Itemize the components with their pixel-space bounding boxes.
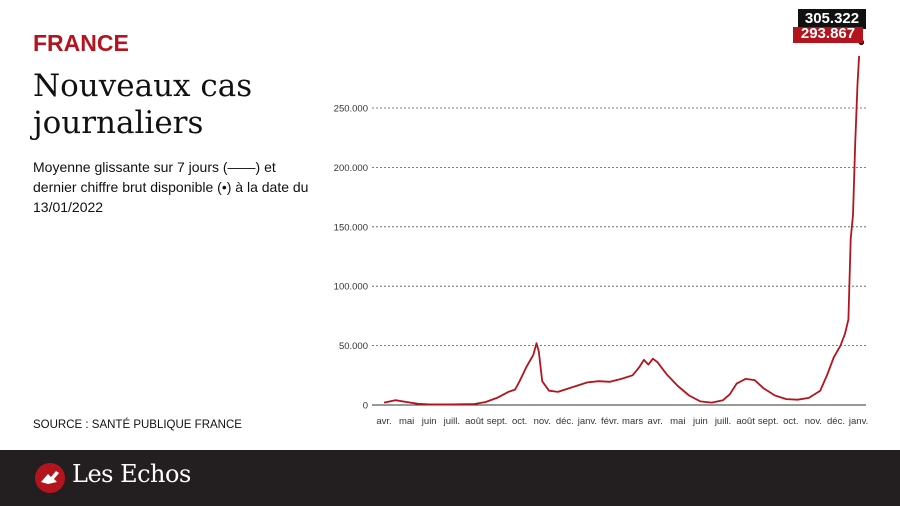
series-line [383, 55, 860, 406]
x-tick-label: nov. [805, 416, 822, 427]
x-tick-label: déc. [827, 416, 845, 427]
y-tick-label: 150.000 [334, 222, 368, 233]
x-tick-label: janv. [577, 416, 597, 427]
x-tick-label: févr. [601, 416, 619, 427]
x-tick-label: oct. [783, 416, 798, 427]
chart-title: Nouveaux cas journaliers [33, 68, 253, 141]
x-tick-label: avr. [648, 416, 663, 427]
les-echos-logo-icon [35, 463, 65, 493]
y-tick-label: 100.000 [334, 282, 368, 293]
country-label: FRANCE [33, 30, 129, 56]
x-tick-label: mai [670, 416, 685, 427]
les-echos-logo-text: Les Echos [72, 460, 191, 488]
x-tick-label: août [465, 416, 484, 427]
x-tick-label: nov. [534, 416, 551, 427]
y-tick-label: 200.000 [334, 163, 368, 174]
x-tick-label: mai [399, 416, 414, 427]
x-tick-label: avr. [376, 416, 391, 427]
x-tick-label: sept. [758, 416, 779, 427]
x-tick-label: sept. [487, 416, 508, 427]
chart-subtitle: Moyenne glissante sur 7 jours (——) et de… [33, 159, 309, 215]
footer-bar: Les Echos [0, 450, 900, 506]
raw-value-callout: 305.322 [798, 9, 866, 29]
x-tick-label: juill. [443, 416, 460, 427]
x-tick-label: juin [421, 416, 437, 427]
x-tick-label: janv. [848, 416, 868, 427]
x-tick-label: août [736, 416, 755, 427]
average-value-callout: 293.867 [793, 27, 863, 43]
x-tick-label: mars [622, 416, 643, 427]
source-note: SOURCE : SANTÉ PUBLIQUE FRANCE [33, 419, 242, 431]
y-tick-label: 50.000 [339, 341, 368, 352]
y-tick-label: 0 [363, 401, 368, 412]
y-tick-label: 250.000 [334, 104, 368, 115]
x-tick-label: juin [692, 416, 708, 427]
line-chart: 0 50.000 100.000 150.000 200.000 250.000 avr. m… [334, 39, 868, 427]
x-tick-label: déc. [556, 416, 574, 427]
x-tick-label: juill. [714, 416, 731, 427]
x-tick-label: oct. [512, 416, 527, 427]
